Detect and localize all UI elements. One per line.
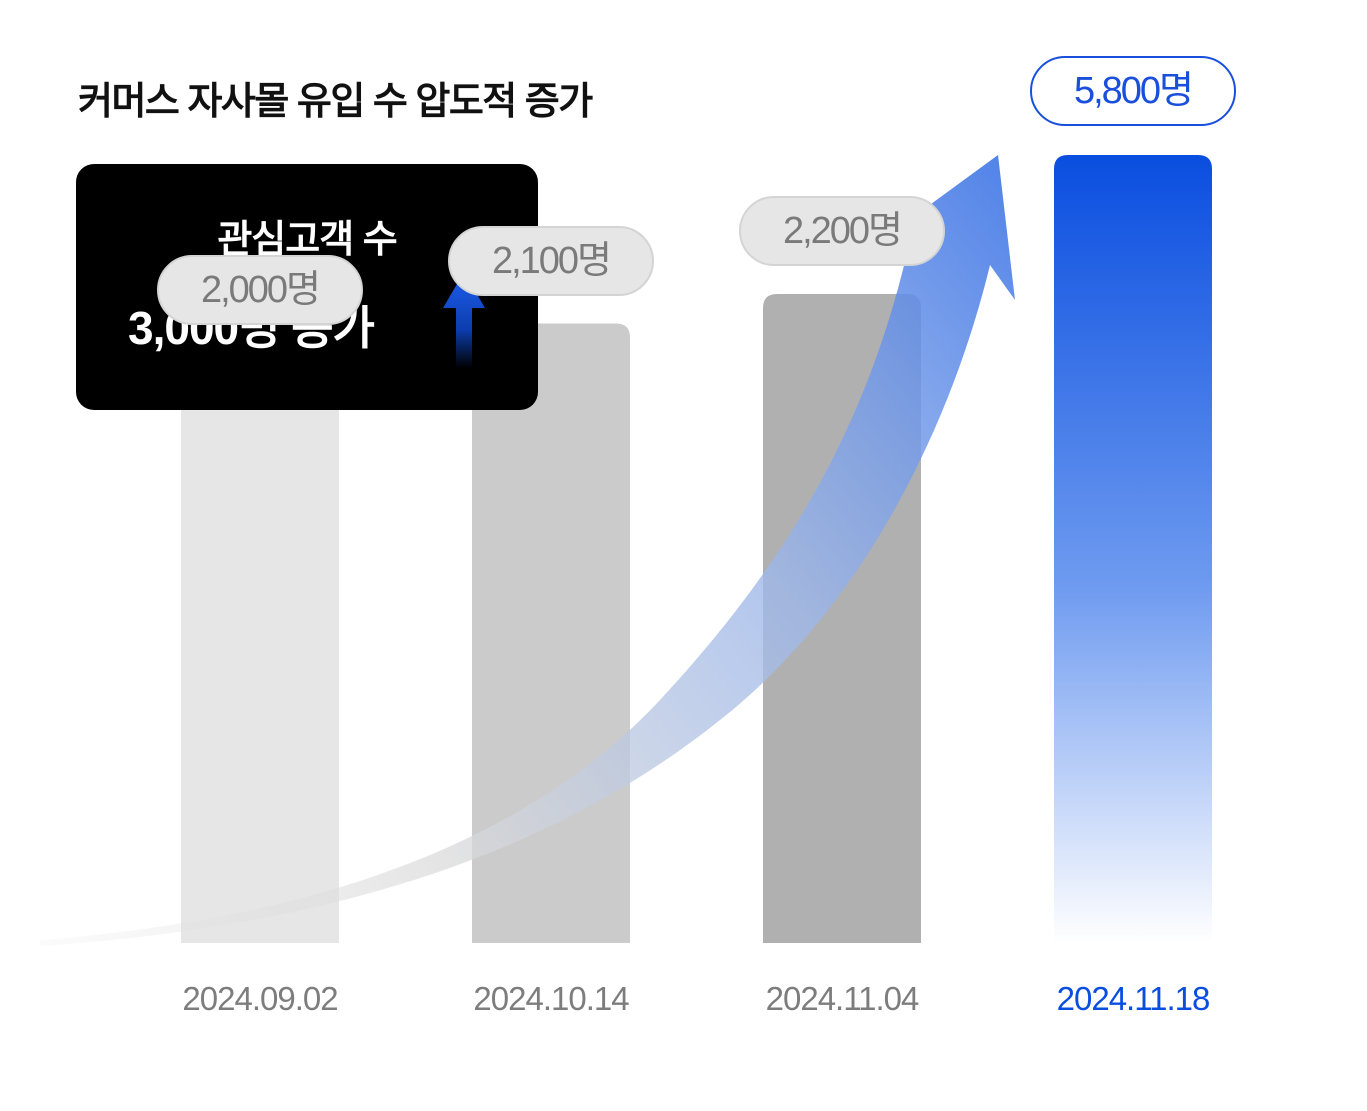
value-label: 2,000명 (157, 255, 363, 325)
x-tick-label: 2024.11.04 (765, 980, 920, 1017)
page-title: 커머스 자사몰 유입 수 압도적 증가 (78, 81, 593, 123)
x-tick-label: 2024.09.02 (182, 980, 338, 1017)
value-label: 5,800명 (1030, 56, 1236, 126)
value-label: 2,200명 (739, 196, 945, 266)
x-tick-label: 2024.11.18 (1056, 980, 1211, 1017)
up-arrow-icon (443, 272, 485, 368)
bar-highlighted (1054, 155, 1212, 943)
callout-title: 관심고객 수 (217, 219, 397, 261)
bar (181, 353, 339, 943)
x-tick-label: 2024.10.14 (473, 980, 629, 1017)
value-label: 2,100명 (448, 225, 654, 296)
